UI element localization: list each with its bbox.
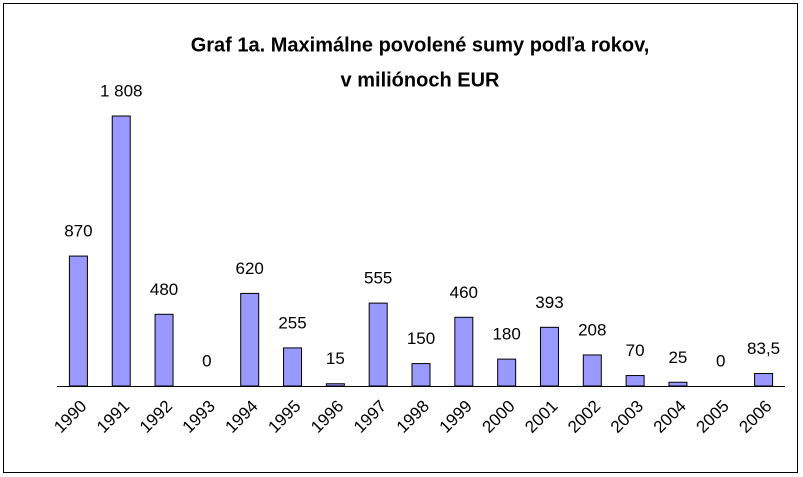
data-label: 83,5	[747, 339, 780, 358]
data-label: 0	[202, 351, 211, 370]
bar	[539, 326, 559, 387]
bar	[668, 381, 688, 387]
bar	[283, 347, 303, 387]
bar	[454, 316, 474, 387]
data-label: 15	[326, 349, 345, 368]
bar	[325, 383, 345, 387]
bar	[368, 302, 388, 387]
bar	[240, 292, 260, 387]
bar	[411, 363, 431, 387]
data-label: 180	[492, 325, 520, 344]
data-label: 208	[578, 320, 606, 339]
bar	[582, 354, 602, 387]
bar	[754, 373, 774, 387]
data-label: 150	[407, 329, 435, 348]
data-label: 0	[716, 351, 725, 370]
bar	[111, 115, 131, 387]
data-label: 1 808	[100, 81, 143, 100]
data-label: 393	[535, 293, 563, 312]
data-label: 620	[236, 259, 264, 278]
bar	[154, 313, 174, 387]
bar	[497, 358, 517, 387]
data-label: 480	[150, 280, 178, 299]
data-label: 255	[278, 313, 306, 332]
data-label: 70	[626, 341, 645, 360]
data-label: 25	[668, 348, 687, 367]
bar	[68, 255, 88, 387]
chart-title: Graf 1a. Maximálne povolené sumy podľa r…	[191, 34, 650, 56]
data-label: 555	[364, 269, 392, 288]
data-label: 870	[64, 222, 92, 241]
data-label: 460	[450, 283, 478, 302]
chart-title: v miliónoch EUR	[341, 69, 500, 91]
chart-frame	[3, 3, 798, 473]
bar	[625, 375, 645, 387]
